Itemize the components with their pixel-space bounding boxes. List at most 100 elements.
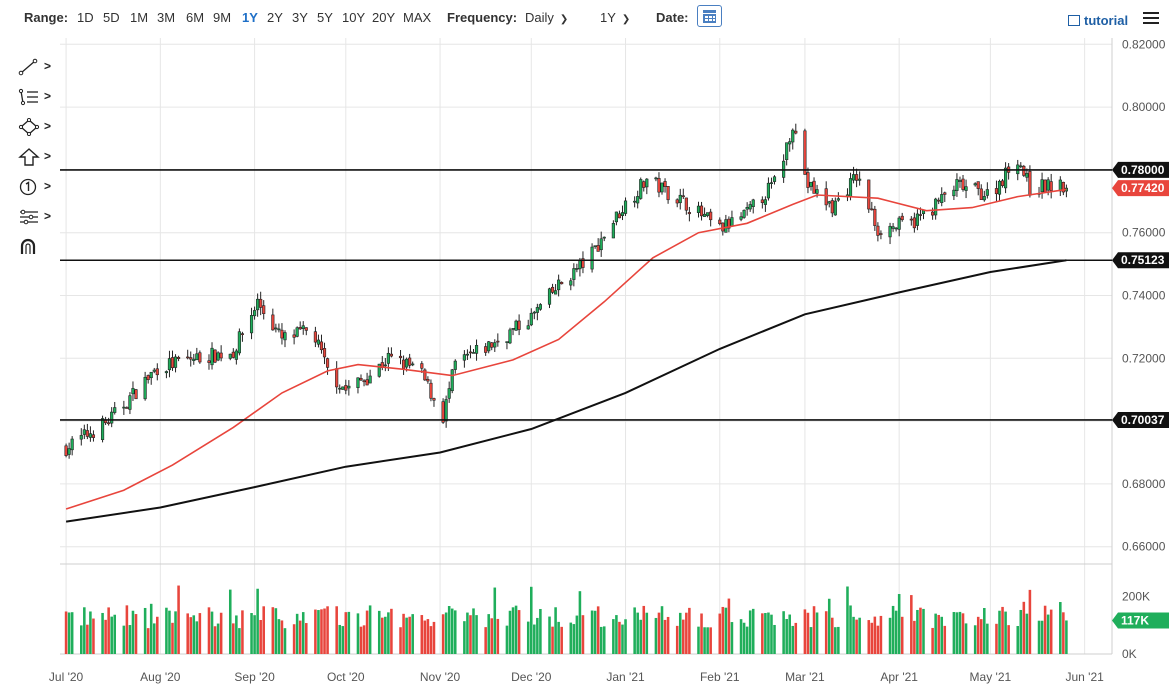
price-tags: 0.78000 0.75123 0.70037 0.77420 117K xyxy=(1112,161,1169,629)
volume-bar xyxy=(323,608,326,654)
candle-body xyxy=(964,186,968,191)
candle-body xyxy=(763,199,767,205)
volume-bar xyxy=(496,618,500,654)
candle-body xyxy=(67,448,71,455)
candle-body xyxy=(107,422,111,425)
candle-body xyxy=(325,358,330,368)
range-1m-button[interactable]: 1M xyxy=(130,10,149,25)
volume-bar xyxy=(761,613,764,654)
volume-bar xyxy=(852,616,855,654)
candle-body xyxy=(836,198,840,201)
frequency-value: Daily xyxy=(525,10,554,25)
price-chart[interactable]: 0.82000 0.80000 0.78000 0.76000 0.74000 0.720… xyxy=(0,36,1175,697)
settings-tool-button[interactable]: > xyxy=(14,206,54,228)
volume-bar xyxy=(806,612,810,654)
date-tick-label: Sep '20 xyxy=(234,670,275,684)
candle-body xyxy=(316,339,321,345)
candle-body xyxy=(985,189,989,196)
candle-body xyxy=(462,354,466,361)
volume-bar xyxy=(83,607,86,654)
price-tick-label: 0.74000 xyxy=(1122,289,1166,303)
volume-bar xyxy=(645,612,649,654)
range-6m-button[interactable]: 6M xyxy=(186,10,205,25)
volume-bar xyxy=(724,607,728,654)
range-2y-button[interactable]: 2Y xyxy=(267,10,283,25)
volume-bar xyxy=(292,624,296,654)
volume-bar xyxy=(529,586,533,654)
candle-body xyxy=(824,188,828,206)
chevron-down-icon: ❯ xyxy=(621,14,631,25)
candle-body xyxy=(283,332,287,341)
range-1d-button[interactable]: 1D xyxy=(77,10,94,25)
volume-bar xyxy=(341,626,345,654)
shapes-tool-button[interactable]: > xyxy=(14,116,54,138)
volume-bar xyxy=(344,612,348,654)
range-5y-button[interactable]: 5Y xyxy=(317,10,333,25)
volume-bar xyxy=(560,626,563,654)
range-9m-button[interactable]: 9M xyxy=(213,10,232,25)
date-picker-button[interactable] xyxy=(697,5,722,27)
volume-bar xyxy=(593,610,597,654)
candle-body xyxy=(724,219,728,233)
volume-bar xyxy=(633,607,636,654)
volume-bar xyxy=(423,620,427,654)
candle-body xyxy=(313,331,317,343)
magnet-tool-button[interactable] xyxy=(14,236,54,258)
candle-body xyxy=(918,214,923,216)
last-volume-tag: 117K xyxy=(1112,612,1169,629)
frequency-select[interactable]: Daily ❯ xyxy=(525,10,568,25)
hamburger-menu-icon[interactable] xyxy=(1143,12,1159,24)
volume-bar xyxy=(590,610,594,654)
tutorial-link[interactable]: tutorial xyxy=(1068,13,1128,28)
volume-bar xyxy=(411,614,414,654)
candle-body xyxy=(490,342,494,348)
annotation-tool-button[interactable]: > xyxy=(14,176,54,198)
candle-body xyxy=(791,129,795,143)
candle-body xyxy=(274,327,278,330)
volume-bar xyxy=(922,608,925,654)
candle-body xyxy=(301,325,305,329)
range-20y-button[interactable]: 20Y xyxy=(372,10,396,25)
range-10y-button[interactable]: 10Y xyxy=(342,10,366,25)
volume-bar xyxy=(998,610,1001,654)
candle-body xyxy=(703,213,707,217)
volume-bar xyxy=(751,608,755,654)
volume-bar xyxy=(739,619,743,654)
candle-body xyxy=(213,349,217,363)
volume-bar xyxy=(368,605,372,654)
candle-body xyxy=(125,407,129,409)
candle-body xyxy=(368,375,372,384)
candle-body xyxy=(696,205,701,213)
candle-body xyxy=(1019,165,1023,168)
volume-bar xyxy=(1004,611,1007,654)
candle-body xyxy=(450,369,454,392)
arrow-tool-button[interactable]: > xyxy=(14,146,54,168)
volume-tick-label: 200K xyxy=(1122,590,1150,604)
candle-body xyxy=(879,233,883,235)
candle-body xyxy=(85,430,89,437)
candle-body xyxy=(88,433,92,438)
candlesticks xyxy=(64,123,1068,459)
candle-body xyxy=(389,353,393,357)
range-3y-button[interactable]: 3Y xyxy=(292,10,308,25)
range-3m-button[interactable]: 3M xyxy=(157,10,176,25)
volume-bar xyxy=(952,612,956,654)
volume-bar xyxy=(599,626,603,654)
candle-body xyxy=(891,226,895,229)
period-select[interactable]: 1Y ❯ xyxy=(600,10,630,25)
range-5d-button[interactable]: 5D xyxy=(103,10,120,25)
volume-bar xyxy=(824,611,828,654)
line-tool-button[interactable]: > xyxy=(14,56,54,78)
volume-bar xyxy=(976,616,980,654)
candle-body xyxy=(900,215,904,221)
candle-body xyxy=(994,188,999,195)
volume-tick-label: 0K xyxy=(1122,647,1137,661)
volume-bar xyxy=(919,607,922,654)
level-tag-label: 0.70037 xyxy=(1121,413,1165,427)
range-max-button[interactable]: MAX xyxy=(403,10,432,25)
volume-bar xyxy=(809,627,813,654)
candle-body xyxy=(602,236,606,239)
range-1y-button[interactable]: 1Y xyxy=(242,10,258,25)
candle-body xyxy=(70,438,74,451)
studies-tool-button[interactable]: > xyxy=(14,86,54,108)
